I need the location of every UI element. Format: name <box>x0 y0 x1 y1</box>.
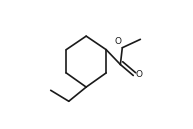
Text: O: O <box>136 70 143 79</box>
Text: O: O <box>114 37 121 46</box>
